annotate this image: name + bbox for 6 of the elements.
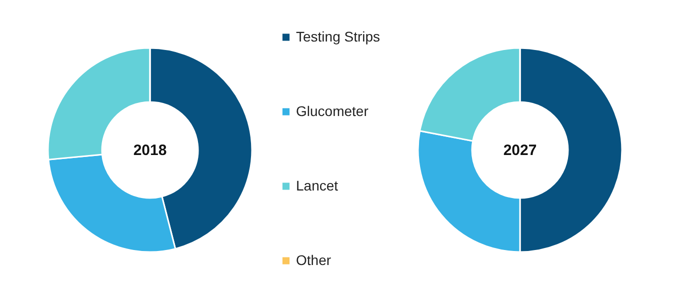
legend-label: Lancet [296,177,338,194]
slice-label: 2027 [503,142,537,159]
legend-label: Glucometer [296,102,369,119]
legend-label: Testing Strips [296,28,380,44]
slice-label: 2018 [133,142,167,159]
legend-label: Other [296,252,332,268]
